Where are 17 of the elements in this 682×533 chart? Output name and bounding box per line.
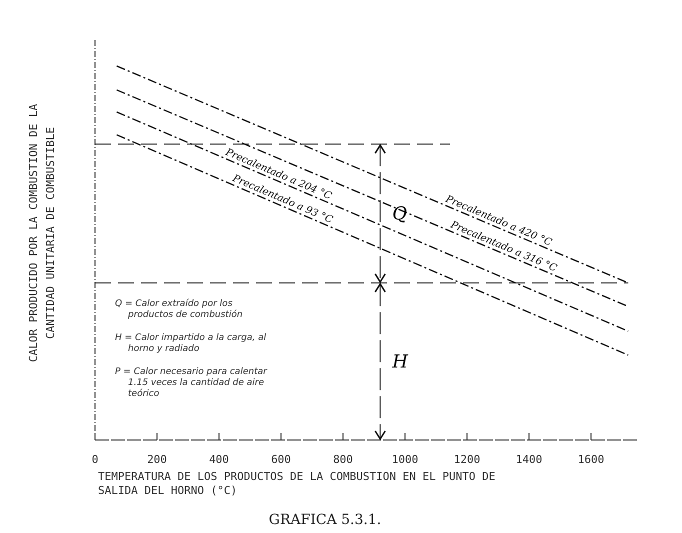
x-tick-label: 1000 bbox=[392, 453, 418, 466]
x-tick-label: 200 bbox=[147, 453, 167, 466]
text: GRAFICA 5.3.1. bbox=[268, 512, 382, 528]
x-tick-label: 1200 bbox=[454, 453, 480, 466]
y-axis-title: CALOR PRODUCIDO POR LA COMBUSTION DE LA CANTIDAD UNITARIA DE COMBUSTIBLE bbox=[27, 103, 57, 362]
x-tick-label: 400 bbox=[209, 453, 229, 466]
annotation: P = Calor necesario para calentar 1.15 veces la cantidad de aire teórico bbox=[115, 367, 268, 399]
x-tick-label: 600 bbox=[271, 453, 291, 466]
x-tick-label: 0 bbox=[92, 453, 98, 466]
annotation: H = Calor impartido a la carga, al horno y radiado bbox=[115, 333, 267, 354]
x-axis-title: TEMPERATURA DE LOS PRODUCTOS DE LA COMBUSTION EN EL PUNTO DE SALIDA DEL HORNO (°C) bbox=[98, 470, 496, 497]
annotation: H bbox=[391, 351, 408, 372]
x-tick-label: 1600 bbox=[578, 453, 604, 466]
annotation: Q = Calor extraído por los productos de combustión bbox=[115, 298, 243, 320]
annotation: Q bbox=[392, 204, 408, 225]
x-tick-label: 1400 bbox=[516, 453, 542, 466]
x-tick-label: 800 bbox=[333, 453, 353, 466]
